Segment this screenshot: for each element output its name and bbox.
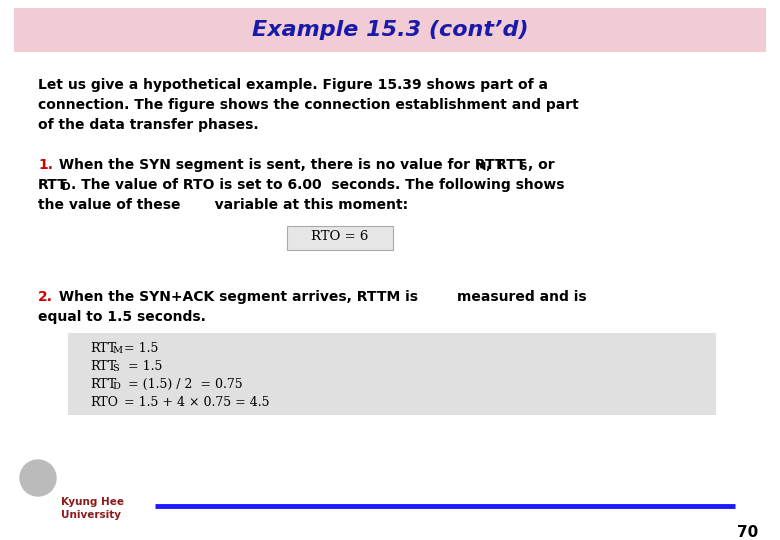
Text: = 1.5: = 1.5 xyxy=(120,342,158,355)
Text: = 1.5: = 1.5 xyxy=(120,360,162,373)
Text: S: S xyxy=(112,364,119,373)
Text: RTO: RTO xyxy=(90,396,118,409)
Text: M: M xyxy=(112,346,122,355)
Text: RTT: RTT xyxy=(90,360,116,373)
Text: the value of these       variable at this moment:: the value of these variable at this mome… xyxy=(38,198,408,212)
Text: When the SYN segment is sent, there is no value for RTT: When the SYN segment is sent, there is n… xyxy=(54,158,505,172)
Text: of the data transfer phases.: of the data transfer phases. xyxy=(38,118,259,132)
Text: connection. The figure shows the connection establishment and part: connection. The figure shows the connect… xyxy=(38,98,579,112)
Text: , RTT: , RTT xyxy=(486,158,526,172)
Text: When the SYN+ACK segment arrives, RTTM is        measured and is: When the SYN+ACK segment arrives, RTTM i… xyxy=(54,290,587,304)
Text: RTT: RTT xyxy=(38,178,68,192)
Bar xyxy=(287,226,393,250)
Text: RTT: RTT xyxy=(90,342,116,355)
Text: 70: 70 xyxy=(737,525,758,540)
Text: S: S xyxy=(519,162,526,172)
Bar xyxy=(68,333,716,415)
Text: University: University xyxy=(61,510,121,520)
Bar xyxy=(14,8,766,52)
Text: Let us give a hypothetical example. Figure 15.39 shows part of a: Let us give a hypothetical example. Figu… xyxy=(38,78,548,92)
Text: D: D xyxy=(62,182,71,192)
Text: = 1.5 + 4 × 0.75 = 4.5: = 1.5 + 4 × 0.75 = 4.5 xyxy=(112,396,270,409)
Text: . The value of RTO is set to 6.00  seconds. The following shows: . The value of RTO is set to 6.00 second… xyxy=(71,178,565,192)
Text: = (1.5) / 2  = 0.75: = (1.5) / 2 = 0.75 xyxy=(120,378,243,391)
Text: , or: , or xyxy=(528,158,555,172)
Text: M: M xyxy=(476,162,487,172)
Text: RTT: RTT xyxy=(90,378,116,391)
Text: 2.: 2. xyxy=(38,290,53,304)
Text: D: D xyxy=(112,382,120,391)
Text: Example 15.3 (cont’d): Example 15.3 (cont’d) xyxy=(252,20,528,40)
Text: Kyung Hee: Kyung Hee xyxy=(61,497,124,507)
Text: RTO = 6: RTO = 6 xyxy=(311,230,369,242)
Text: 1.: 1. xyxy=(38,158,53,172)
Circle shape xyxy=(20,460,56,496)
Text: equal to 1.5 seconds.: equal to 1.5 seconds. xyxy=(38,310,206,324)
